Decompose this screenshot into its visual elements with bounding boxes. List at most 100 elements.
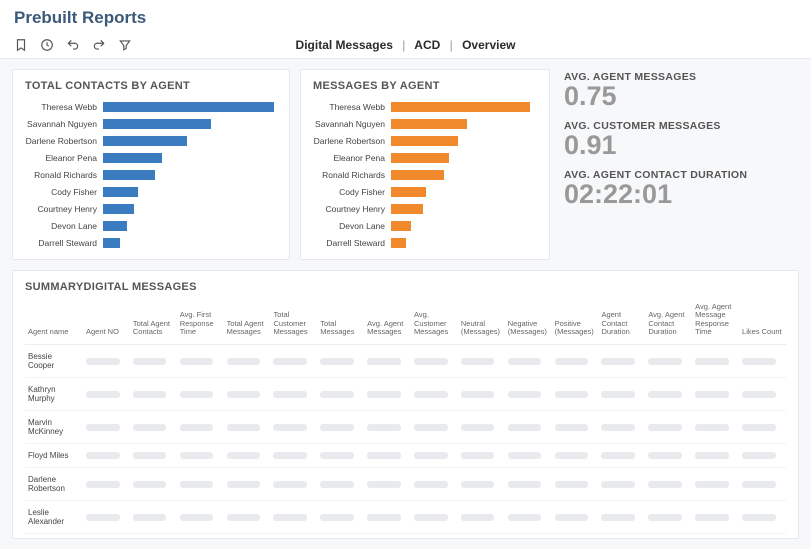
bar-row: Eleanor Pena <box>313 149 537 166</box>
placeholder-bar <box>273 452 307 459</box>
agent-name-cell: Darlene Robertson <box>25 468 83 501</box>
placeholder-bar <box>133 358 167 365</box>
bar-label: Cody Fisher <box>313 187 391 197</box>
placeholder-bar <box>601 452 635 459</box>
placeholder-bar <box>695 514 729 521</box>
bar-label: Devon Lane <box>25 221 103 231</box>
data-cell <box>270 378 317 411</box>
bar-label: Theresa Webb <box>313 102 391 112</box>
summary-col-header[interactable]: Total Agent Contacts <box>130 301 177 345</box>
placeholder-bar <box>180 358 214 365</box>
data-cell <box>224 501 271 534</box>
placeholder-bar <box>320 424 354 431</box>
data-cell <box>317 378 364 411</box>
placeholder-bar <box>742 358 776 365</box>
summary-col-header[interactable]: Positive (Messages) <box>552 301 599 345</box>
placeholder-bar <box>648 514 682 521</box>
redo-icon[interactable] <box>92 38 106 52</box>
bar-track <box>103 135 277 147</box>
breadcrumb-overview[interactable]: Overview <box>462 38 515 52</box>
bar-row: Savannah Nguyen <box>25 115 277 132</box>
history-icon[interactable] <box>40 38 54 52</box>
bar-row: Ronald Richards <box>313 166 537 183</box>
summary-col-header[interactable]: Avg. Agent Contact Duration <box>645 301 692 345</box>
messages-chart-card: MESSAGES BY AGENT Theresa WebbSavannah N… <box>300 69 550 260</box>
toolbar: Digital Messages | ACD | Overview <box>0 34 811 59</box>
data-cell <box>130 345 177 378</box>
bookmark-icon[interactable] <box>14 38 28 52</box>
placeholder-bar <box>742 424 776 431</box>
table-row: Bessie Cooper <box>25 345 786 378</box>
summary-col-header[interactable]: Avg. Customer Messages <box>411 301 458 345</box>
data-cell <box>598 411 645 444</box>
bar-track <box>391 169 537 181</box>
bar-label: Darrell Steward <box>313 238 391 248</box>
data-cell <box>598 345 645 378</box>
data-cell <box>739 501 786 534</box>
data-cell <box>130 501 177 534</box>
bar-row: Darrell Steward <box>25 234 277 251</box>
data-cell <box>364 501 411 534</box>
data-cell <box>177 378 224 411</box>
data-cell <box>224 345 271 378</box>
breadcrumb-digital-messages[interactable]: Digital Messages <box>296 38 393 52</box>
data-cell <box>739 345 786 378</box>
placeholder-bar <box>320 452 354 459</box>
undo-icon[interactable] <box>66 38 80 52</box>
bar-label: Courtney Henry <box>313 204 391 214</box>
placeholder-bar <box>695 452 729 459</box>
placeholder-bar <box>648 391 682 398</box>
summary-col-header[interactable]: Avg. First Response Time <box>177 301 224 345</box>
data-cell <box>83 501 130 534</box>
placeholder-bar <box>367 514 401 521</box>
data-cell <box>224 378 271 411</box>
bar-row: Savannah Nguyen <box>313 115 537 132</box>
breadcrumb-acd[interactable]: ACD <box>414 38 440 52</box>
placeholder-bar <box>555 358 589 365</box>
data-cell <box>317 444 364 468</box>
summary-col-header[interactable]: Total Agent Messages <box>224 301 271 345</box>
data-cell <box>317 345 364 378</box>
summary-col-header[interactable]: Total Customer Messages <box>270 301 317 345</box>
bar-row: Courtney Henry <box>25 200 277 217</box>
placeholder-bar <box>508 424 542 431</box>
data-cell <box>692 411 739 444</box>
placeholder-bar <box>601 358 635 365</box>
summary-col-header[interactable]: Agent NO <box>83 301 130 345</box>
placeholder-bar <box>86 452 120 459</box>
data-cell <box>270 501 317 534</box>
summary-col-header[interactable]: Avg. Agent Messages <box>364 301 411 345</box>
table-row: Floyd Miles <box>25 444 786 468</box>
bar-track <box>103 152 277 164</box>
placeholder-bar <box>508 358 542 365</box>
summary-col-header[interactable]: Agent Contact Duration <box>598 301 645 345</box>
placeholder-bar <box>367 424 401 431</box>
filter-icon[interactable] <box>118 38 132 52</box>
data-cell <box>552 378 599 411</box>
data-cell <box>177 501 224 534</box>
bar-label: Courtney Henry <box>25 204 103 214</box>
bar-label: Savannah Nguyen <box>25 119 103 129</box>
data-cell <box>83 411 130 444</box>
bar-row: Darrell Steward <box>313 234 537 251</box>
data-cell <box>83 468 130 501</box>
summary-col-header[interactable]: Agent name <box>25 301 83 345</box>
summary-col-header[interactable]: Neutral (Messages) <box>458 301 505 345</box>
placeholder-bar <box>461 424 495 431</box>
summary-title: SUMMARYDIGITAL MESSAGES <box>25 281 786 293</box>
bar-fill <box>103 170 155 180</box>
data-cell <box>645 378 692 411</box>
data-cell <box>130 411 177 444</box>
bar-fill <box>103 221 127 231</box>
summary-col-header[interactable]: Likes Count <box>739 301 786 345</box>
summary-col-header[interactable]: Negative (Messages) <box>505 301 552 345</box>
summary-col-header[interactable]: Avg. Agent Message Response Time <box>692 301 739 345</box>
bar-fill <box>103 153 162 163</box>
table-row: Darlene Robertson <box>25 468 786 501</box>
placeholder-bar <box>367 452 401 459</box>
data-cell <box>317 501 364 534</box>
data-cell <box>598 444 645 468</box>
data-cell <box>364 378 411 411</box>
summary-col-header[interactable]: Total Messages <box>317 301 364 345</box>
data-cell <box>692 378 739 411</box>
